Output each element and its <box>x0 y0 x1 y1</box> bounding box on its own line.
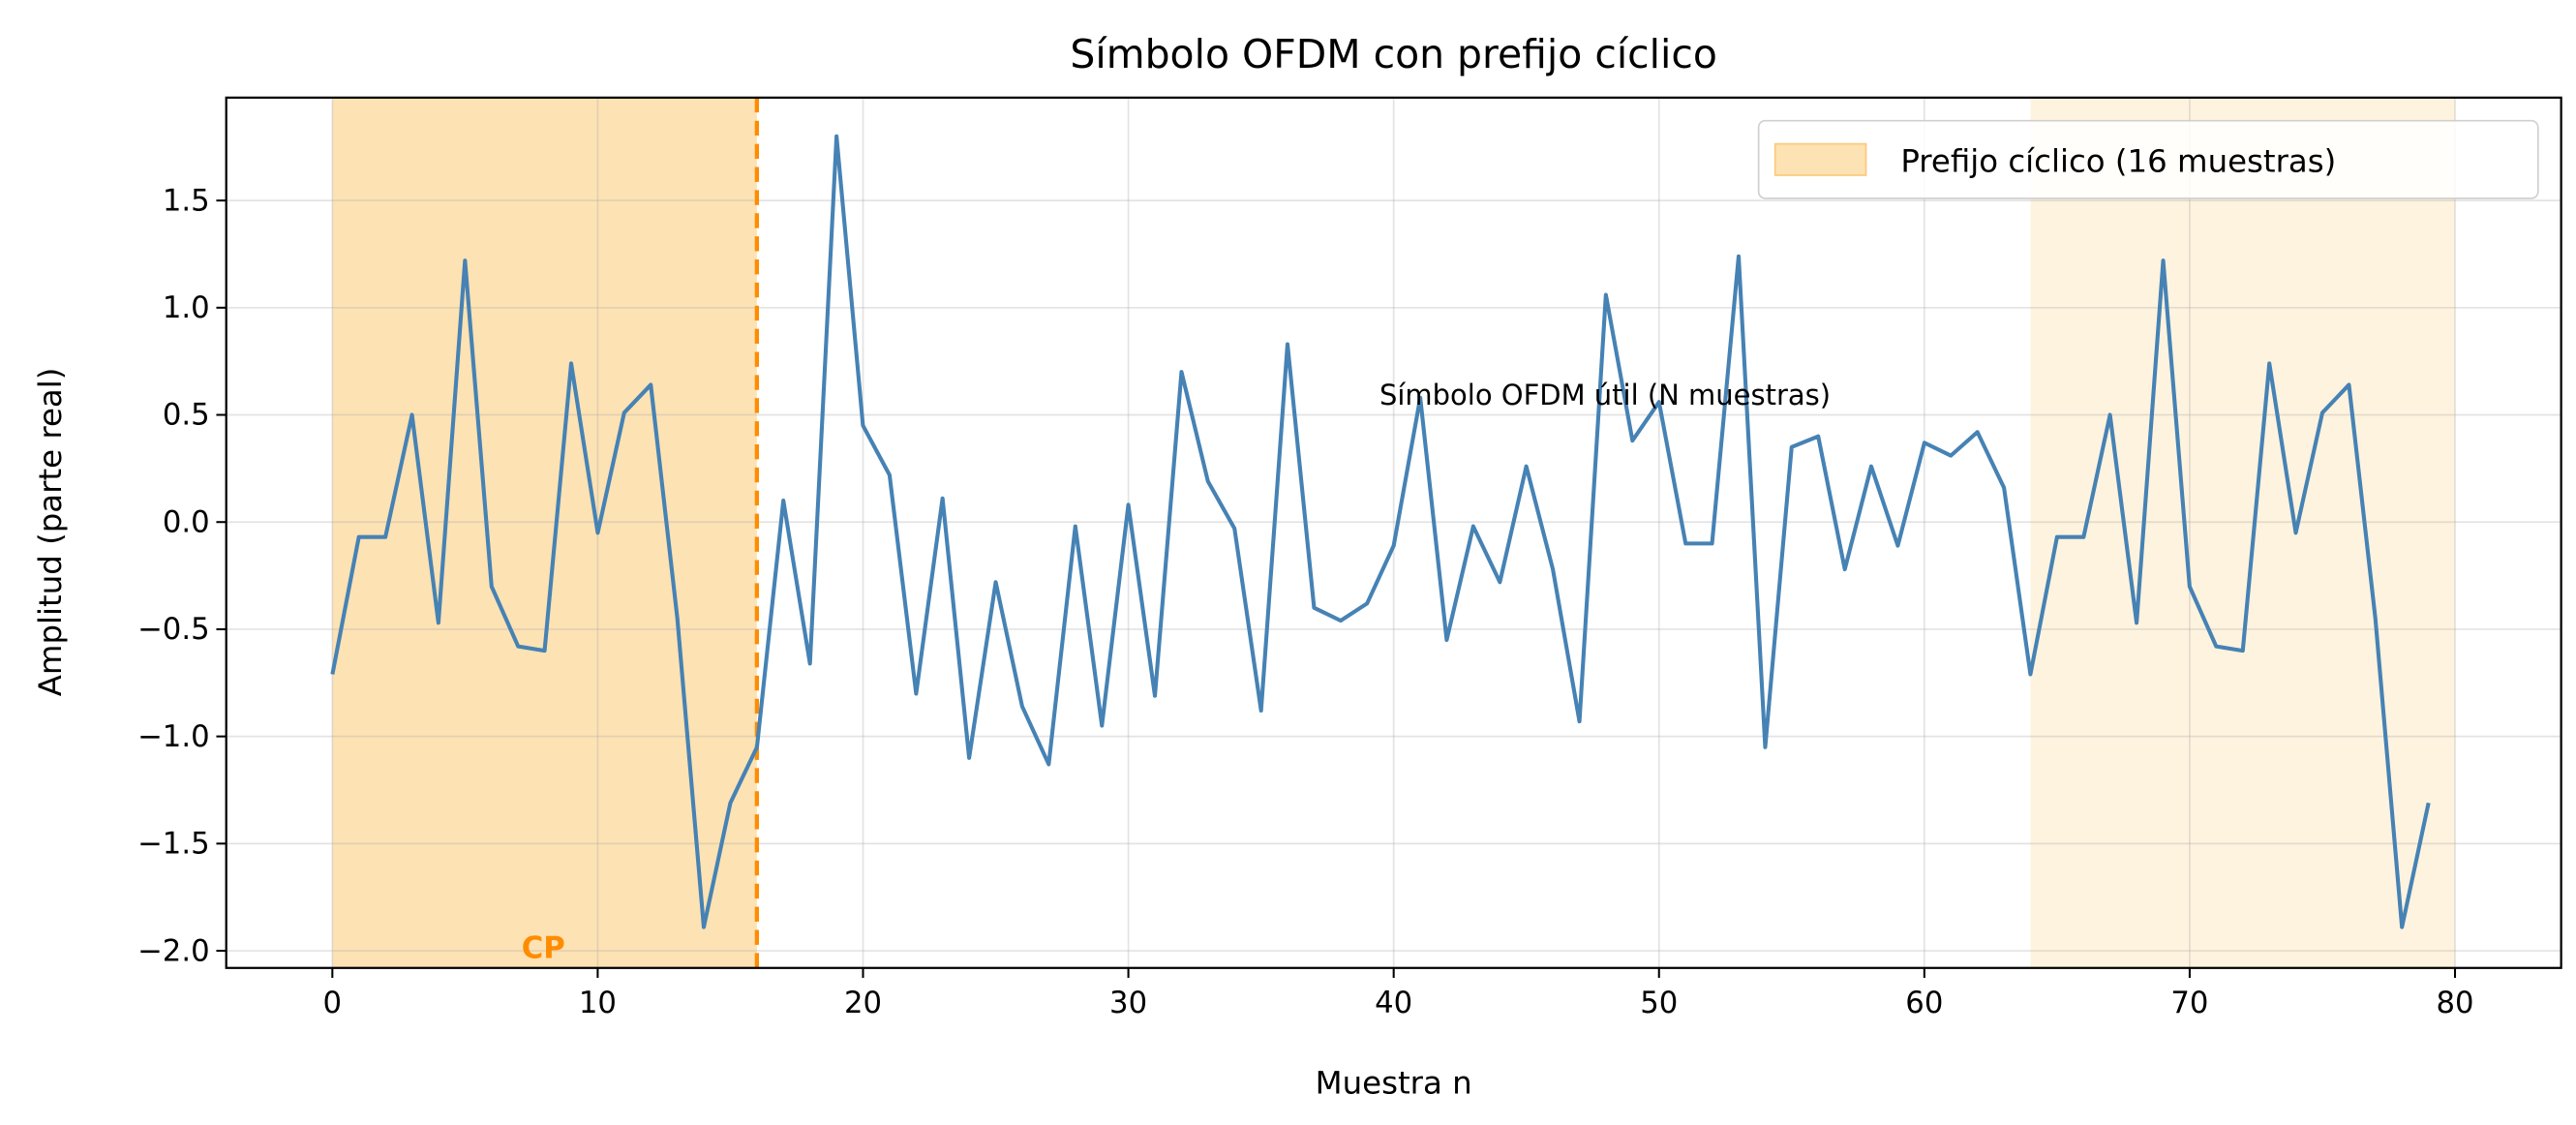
x-tick-label: 0 <box>323 987 343 1020</box>
y-tick-label: 0.5 <box>163 399 210 433</box>
y-tick-label: −2.0 <box>137 934 210 968</box>
y-tick-label: −0.5 <box>137 613 210 647</box>
legend-label: Prefijo cíclico (16 muestras) <box>1900 143 2336 180</box>
x-axis-label: Muestra n <box>1316 1064 1472 1101</box>
x-tick-label: 10 <box>579 987 617 1020</box>
x-tick-label: 70 <box>2170 987 2208 1020</box>
legend-box <box>1757 119 2539 199</box>
x-tick-label: 80 <box>2436 987 2473 1020</box>
y-tick-label: 0.0 <box>163 505 210 539</box>
y-axis-label: Amplitud (parte real) <box>32 368 69 697</box>
x-tick-label: 20 <box>844 987 882 1020</box>
y-tick-label: −1.0 <box>137 720 210 754</box>
useful-symbol-annotation: Símbolo OFDM útil (N muestras) <box>1379 379 1831 411</box>
cp-annotation: CP <box>522 932 565 966</box>
legend-swatch <box>1773 142 1867 176</box>
x-tick-label: 50 <box>1640 987 1678 1020</box>
y-tick-label: 1.0 <box>163 291 210 325</box>
signal-line <box>330 134 2431 929</box>
x-tick-label: 40 <box>1375 987 1412 1020</box>
y-tick-label: −1.5 <box>137 828 210 862</box>
cyclic-copy-region <box>2030 97 2456 968</box>
chart-title: Símbolo OFDM con prefijo cíclico <box>1070 31 1717 77</box>
x-tick-label: 60 <box>1905 987 1943 1020</box>
legend: Prefijo cíclico (16 muestras) <box>1757 119 2539 199</box>
x-tick-label: 30 <box>1109 987 1147 1020</box>
cyclic-prefix-region <box>332 97 757 968</box>
y-tick-label: 1.5 <box>163 184 210 218</box>
